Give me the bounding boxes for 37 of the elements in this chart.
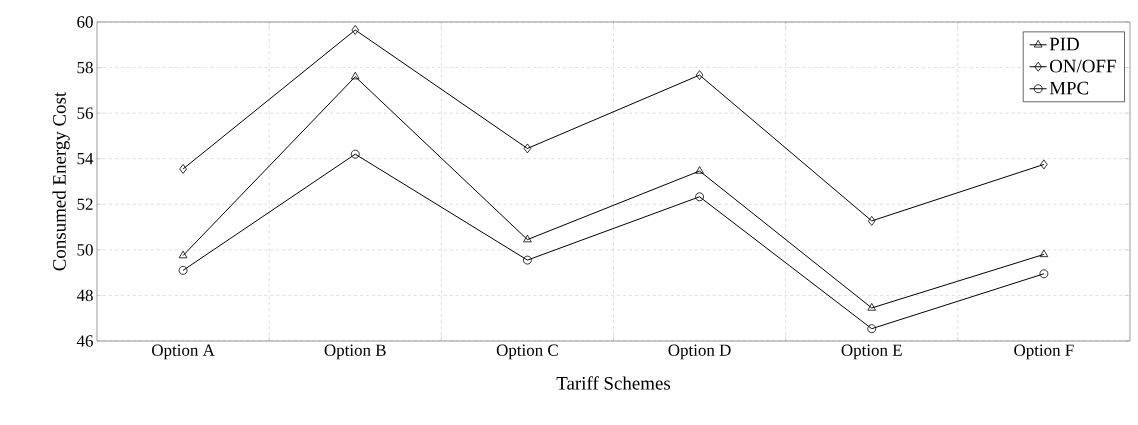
point xyxy=(695,192,704,202)
point xyxy=(695,166,704,174)
point xyxy=(351,25,360,35)
legend-label: MPC xyxy=(1049,81,1089,95)
point xyxy=(867,303,877,311)
point xyxy=(350,71,360,80)
point xyxy=(523,234,532,243)
point xyxy=(1039,269,1049,279)
point xyxy=(178,265,188,275)
y-tick-label: 50 xyxy=(77,244,93,256)
x-tick-label: Option D xyxy=(668,344,731,360)
x-tick-label: Option A xyxy=(152,344,215,360)
point xyxy=(523,143,532,154)
y-tick-label: 58 xyxy=(77,61,93,74)
x-tick-label: Option F xyxy=(1014,344,1074,360)
y-tick-label: 60 xyxy=(77,16,93,28)
point xyxy=(1040,159,1048,170)
point xyxy=(867,324,877,334)
y-axis-title: Consumed Energy Cost xyxy=(52,91,70,271)
point xyxy=(695,70,704,80)
x-tick-label: Option B xyxy=(324,344,386,360)
y-tick-label: 46 xyxy=(76,335,93,347)
point xyxy=(867,216,876,226)
x-tick-label: Option E xyxy=(841,344,902,360)
point xyxy=(350,149,360,159)
point xyxy=(179,164,187,174)
y-tick-label: 52 xyxy=(77,198,93,210)
point xyxy=(178,250,188,259)
point xyxy=(523,255,532,265)
point xyxy=(1039,249,1049,258)
y-tick-label: 54 xyxy=(77,153,94,165)
legend-label: PID xyxy=(1049,37,1079,51)
x-tick-label: Option C xyxy=(496,344,558,360)
legend-label: ON/OFF xyxy=(1049,59,1116,73)
y-tick-label: 48 xyxy=(76,289,93,302)
y-tick-label: 56 xyxy=(77,107,93,119)
x-axis-title: Tariff Schemes xyxy=(556,376,671,390)
